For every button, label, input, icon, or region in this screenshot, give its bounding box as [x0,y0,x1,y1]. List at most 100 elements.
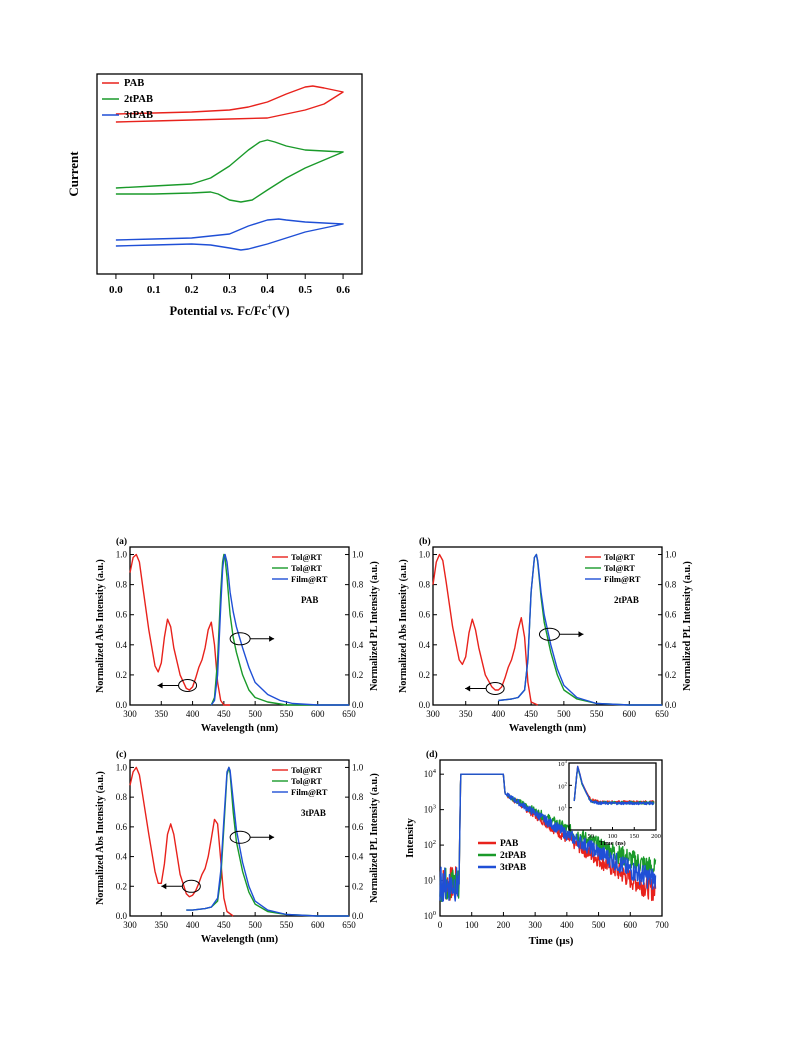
series-3tpab-line [115,218,344,251]
x-tick-label: 550 [280,920,294,930]
y-tick-label-right: 1.0 [665,550,677,560]
series-blue-line [498,553,662,706]
y-tick-label-left: 0.8 [116,580,128,590]
y-tick-label-left: 0.6 [116,610,128,620]
series-2tpab-line [115,139,344,203]
series-blue-line [210,553,349,706]
y-tick-label-left: 0.0 [116,911,128,921]
y-tick-label-left: 0.8 [116,792,128,802]
x-tick-label: 300 [123,709,137,719]
y-tick-label-right: 0.8 [665,580,677,590]
legend-label: Film@RT [291,787,328,797]
x-tick-label: 0.4 [260,284,274,296]
series-2tpab-line [439,773,657,902]
y-axis-label-left: Normalized Abs Intensity (a.u.) [398,559,409,693]
plot-frame [129,759,350,917]
y-tick-label: 102 [424,839,436,850]
y-tick-label-left: 0.6 [116,822,128,832]
y-axis-label-left: Normalized Abs Intensity (a.u.) [95,771,106,905]
series-blue-line [186,766,349,917]
y-tick-label-right: 0.6 [665,610,677,620]
inset-x-tick-label: 150 [629,833,639,840]
abs-marker-ellipse [485,681,505,695]
panel-label: (d) [426,749,438,760]
x-tick-label: 0.3 [223,284,237,296]
panel-label: (c) [116,749,127,760]
x-tick-label: 500 [248,920,262,930]
x-tick-label: 450 [524,709,538,719]
y-tick-label-left: 0.8 [419,580,431,590]
x-tick-label: 500 [592,920,606,930]
x-axis-label: Wavelength (nm) [509,723,587,734]
y-tick-label-right: 0.6 [352,610,364,620]
x-tick-label: 0 [438,920,443,930]
legend-label: Tol@RT [291,552,322,562]
y-tick-label-left: 1.0 [419,550,431,560]
abs-marker-ellipse [181,879,201,893]
y-axis-label-left: Normalized Abs Intensity (a.u.) [95,559,106,693]
legend-label: 2tPAB [124,94,153,105]
series-red-line [129,553,231,706]
x-tick-label: 300 [528,920,542,930]
x-tick-label: 350 [155,920,169,930]
compound-label: PAB [301,595,318,605]
panel-label: (b) [419,536,431,547]
inset-x-tick-label: 100 [608,833,618,840]
x-tick-label: 600 [624,920,638,930]
y-tick-label-right: 0.4 [352,640,364,650]
x-tick-label: 600 [623,709,637,719]
y-tick-label-right: 0.0 [665,700,677,710]
series-green-line [210,553,349,706]
x-tick-label: 450 [217,709,231,719]
inset-x-tick-label: 50 [588,833,595,840]
y-tick-label-left: 0.2 [116,881,127,891]
plot-frame [129,546,350,706]
inset-frame [568,762,657,831]
y-tick-label-right: 0.8 [352,580,364,590]
pl-arrow-head [269,635,275,642]
x-tick-label: 0.2 [185,284,199,296]
cv-plot: 0.0 0.1 0.2 0.3 0.4 0.5 0.6 Potential vs. Fc/Fc… [66,73,363,318]
abs-arrow-head [161,883,167,890]
x-tick-label: 600 [311,920,325,930]
y-tick-label-right: 0.6 [352,822,364,832]
y-tick-label-left: 0.2 [419,670,430,680]
x-tick-label: 100 [465,920,479,930]
x-tick-label: 0.1 [147,284,161,296]
x-tick-label: 0.5 [298,284,312,296]
y-tick-label-left: 0.4 [116,640,128,650]
pl-arrow-head [269,834,275,841]
x-tick-label: 550 [590,709,604,719]
y-axis-label-right: Normalized PL Intensity (a.u.) [369,773,380,903]
y-tick-label-left: 1.0 [116,550,128,560]
y-tick-label-right: 1.0 [352,762,364,772]
abs-arrow-head [157,682,163,689]
x-tick-label: 500 [557,709,571,719]
y-axis-label-right: Normalized PL Intensity (a.u.) [369,561,380,691]
series-pab-line [115,85,344,123]
legend-label: Tol@RT [291,776,322,786]
x-tick-label: 300 [123,920,137,930]
legend-label: Tol@RT [604,563,635,573]
series-3tpab-line [439,773,657,902]
panel-label: (a) [116,536,127,547]
pl-marker-ellipse [229,830,251,844]
x-tick-label: 450 [217,920,231,930]
plot-frame [432,546,663,706]
inset-series-2tpab-line [573,766,655,805]
y-tick-label: 100 [424,910,436,921]
y-axis-label-right: Normalized PL Intensity (a.u.) [682,561,693,691]
x-tick-label: 400 [186,920,200,930]
series-green-line [498,553,662,706]
y-tick-label-right: 0.8 [352,792,364,802]
x-tick-label: 400 [186,709,200,719]
x-tick-label: 650 [342,920,356,930]
x-tick-label: 200 [497,920,511,930]
y-tick-label: 103 [424,804,436,815]
x-tick-label: 400 [492,709,506,719]
y-tick-label-right: 0.0 [352,700,364,710]
